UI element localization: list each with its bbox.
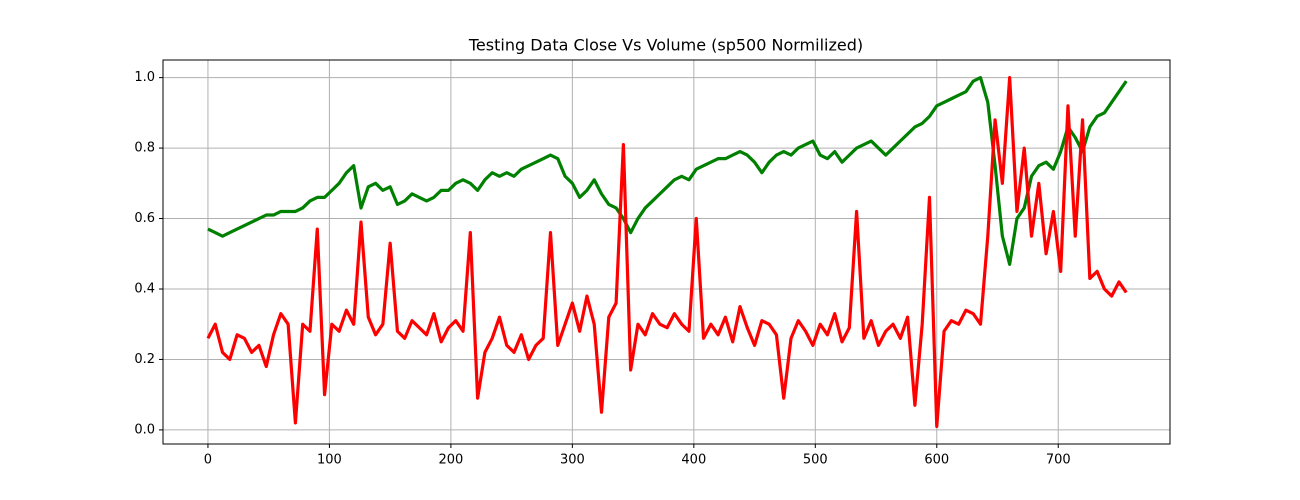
y-tick-label: 0.6 [134, 211, 155, 226]
y-tick-label: 0.4 [134, 281, 155, 296]
x-tick-label: 200 [438, 453, 463, 468]
x-tick-label: 0 [204, 453, 212, 468]
x-tick-label: 600 [924, 453, 949, 468]
x-tick-label: 400 [681, 453, 706, 468]
y-tick-label: 1.0 [134, 70, 155, 85]
data-line [207, 76, 1128, 266]
chart-title: Testing Data Close Vs Volume (sp500 Norm… [468, 36, 863, 55]
x-tick-label: 300 [560, 453, 585, 468]
data-line [206, 76, 1128, 428]
x-tick-label: 500 [803, 453, 828, 468]
plot-frame [162, 59, 1171, 445]
y-tick-label: 0.0 [134, 422, 155, 437]
y-tick-label: 0.2 [134, 352, 155, 367]
y-tick-label: 0.8 [134, 141, 155, 156]
x-tick-label: 700 [1046, 453, 1071, 468]
x-tick-label: 100 [317, 453, 342, 468]
